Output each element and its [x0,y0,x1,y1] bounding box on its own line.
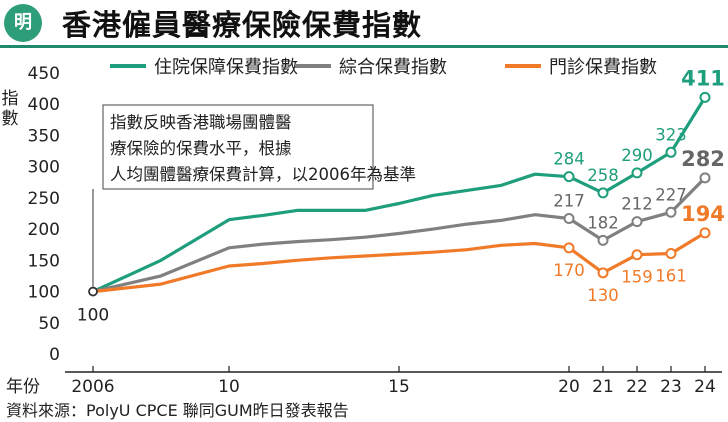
data-label: 284 [553,150,585,169]
data-label: 217 [553,191,585,210]
legend-label: 住院保障保費指數 [154,57,298,78]
data-point [699,227,711,239]
series-line [91,176,707,294]
data-label: 258 [587,166,619,185]
y-tick-label: 450 [28,64,60,84]
data-label: 130 [587,286,619,305]
data-label: 182 [587,213,619,232]
page-title: 香港僱員醫療保險保費指數 [62,8,423,42]
data-point [597,267,609,279]
data-point [563,242,575,254]
data-point [631,216,643,228]
chart-annotation: 指數反映香港職場團體醫療保險的保費水平，根據人均團體醫療保費計算，以2006年為… [92,104,416,287]
legend-label: 門診保費指數 [549,57,657,78]
data-label: 194 [681,202,725,226]
data-label: 227 [655,185,687,204]
x-tick-label: 20 [558,377,580,397]
y-tick-label: 0 [49,345,60,365]
series-line [91,95,707,294]
legend-label: 綜合保費指數 [339,57,447,78]
base-point [88,286,98,297]
y-tick-label: 100 [28,283,60,303]
annotation-text: 指數反映香港職場團體醫 [110,113,292,132]
data-label: 159 [621,268,653,287]
chart-axes: 0 50 100 150 200 250 300 350 400 450 指數 2006 10 15 20 2… [2,64,722,397]
data-point [597,187,609,199]
source-text: 資料來源：PolyU CPCE 聯同GUM昨日發表報告 [6,401,349,420]
data-label: 411 [681,66,725,90]
data-label: 282 [681,147,725,171]
data-point [597,234,609,246]
data-point [665,146,677,158]
annotation-text: 人均團體醫療保費計算，以2006年為基準 [110,165,416,184]
annotation-box [102,104,374,190]
newspaper-logo: 明 [4,4,42,42]
data-label: 212 [621,195,653,214]
x-tick-label: 22 [626,377,648,397]
y-tick-label: 200 [28,220,60,240]
x-axis-label: 年份 [6,377,40,397]
y-tick-label: 50 [38,314,60,334]
data-label: 290 [621,146,653,165]
data-point [631,249,643,261]
data-label: 161 [655,266,687,285]
y-tick-label: 250 [28,189,60,209]
x-tick-label: 23 [660,377,682,397]
annotation-text: 療保險的保費水平，根據 [110,139,292,158]
data-label: 170 [553,261,585,280]
base-label: 100 [77,306,109,326]
x-tick-label: 15 [388,377,410,397]
x-tick-label: 2006 [71,377,114,397]
y-axis-label: 數 [2,109,19,129]
data-point [665,206,677,218]
chart-legend: 住院保障保費指數 綜合保費指數 門診保費指數 [110,57,657,78]
title-divider [0,45,728,48]
data-label: 323 [655,125,687,144]
y-tick-label: 350 [28,126,60,146]
x-tick-label: 21 [592,377,614,397]
data-point [563,171,575,183]
y-tick-label: 150 [28,251,60,271]
data-point [665,247,677,259]
data-point [563,212,575,224]
data-point [699,172,711,184]
y-tick-label: 300 [28,158,60,178]
y-axis-label: 指 [2,89,19,109]
series-line [91,231,707,294]
header: 明 香港僱員醫療保險保費指數 [0,0,728,48]
data-point [699,91,711,103]
y-tick-label: 400 [28,95,60,115]
x-tick-label: 10 [218,377,240,397]
x-tick-label: 24 [694,377,716,397]
data-point [631,167,643,179]
